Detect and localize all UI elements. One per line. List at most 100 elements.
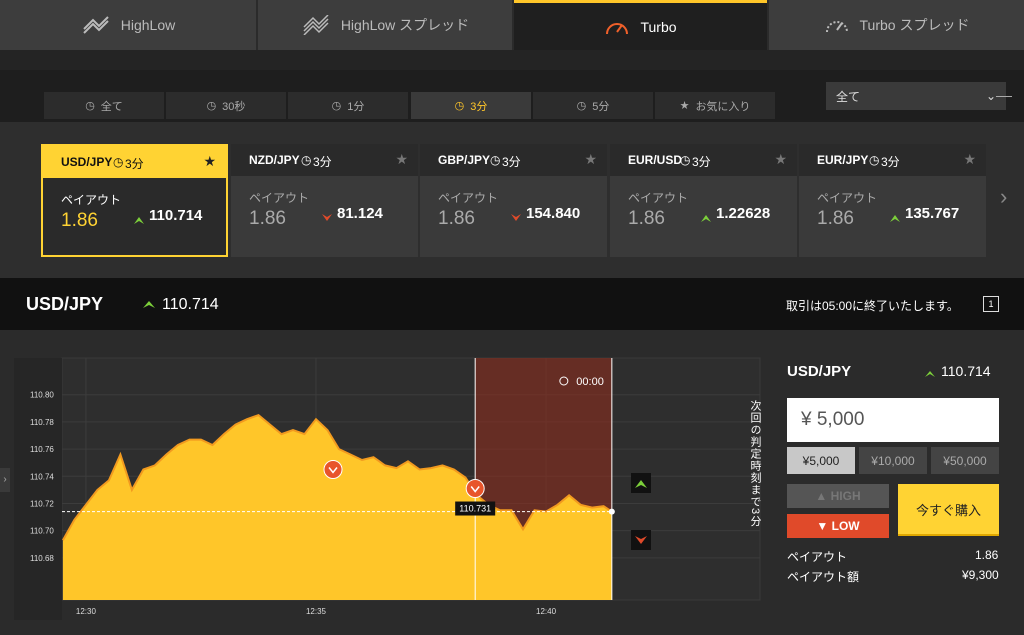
star: ★ [774,151,787,167]
duration: 3分 [692,155,711,169]
payout-label: ペイアウト [438,191,499,205]
order-price: 110.714 [941,363,991,379]
product-tab[interactable]: Turbo [514,0,767,50]
price-area [62,415,612,600]
tab-label: Turbo スプレッド [859,17,970,33]
time-tab[interactable]: ◷ 3分 [411,92,531,119]
countdown-clock [559,376,569,386]
x-tick-label: 12:30 [76,607,97,616]
next-judgement: 次回の判定時刻まで3分 [749,400,761,528]
price: 1.22628 [716,205,771,222]
chevron: ⌄ [985,89,996,103]
product-tab[interactable]: Turbo スプレッド [769,0,1024,50]
asset-card[interactable]: NZD/JPY 3分 ◷ ★ ペイアウト 1.86 81.124 [231,144,418,257]
product-tab[interactable]: HighLow [0,0,256,50]
notice: 取引は05:00に終了いたします。 [786,299,959,313]
direction-arrow [889,210,901,228]
side-toggle[interactable]: › [0,468,10,492]
y-tick-label: 110.68 [30,554,54,563]
asset-card[interactable]: EUR/USD 3分 ◷ ★ ペイアウト 1.86 1.22628 [610,144,797,257]
price: 81.124 [337,205,383,222]
spacer [0,50,1024,70]
tab-label: 5分 [592,100,610,113]
y-tick-label: 110.74 [30,472,54,481]
icon [83,16,109,34]
price-line [62,413,613,541]
time-tab[interactable]: ◷ 30秒 [166,92,286,119]
button-label: HIGH [830,489,861,503]
time-tab[interactable]: ★ お気に入り [655,92,775,119]
low-hint-arrow [635,536,647,544]
asset-card[interactable]: GBP/JPY 3分 ◷ ★ ペイアウト 1.86 154.840 [420,144,607,257]
clock-icon: ◷ [490,153,501,167]
icon [606,22,629,34]
duration: 3分 [125,157,144,171]
tab-label: 3分 [470,100,488,113]
amount-input[interactable]: ¥ 5,000 [787,398,999,442]
tab-label: 30秒 [222,100,246,113]
payout: 1.86 [61,210,98,231]
header-price: 110.714 [162,296,219,313]
minimize[interactable] [996,96,1012,97]
preset-button[interactable]: ¥10,000 [859,447,927,474]
x-tick-label: 12:40 [536,607,557,616]
card-header: GBP/JPY 3分 ◷ ★ [420,144,607,176]
low-button[interactable]: ▼ LOW [787,514,889,538]
duration: 3分 [502,155,521,169]
star: ★ [203,153,216,169]
direction-arrow [133,212,145,230]
asset-card[interactable]: USD/JPY 3分 ◷ ★ ペイアウト 1.86 110.714 [41,144,228,257]
entry-marker [465,479,485,499]
y-tick-label: 110.80 [30,391,54,400]
asset-name: EUR/USD [628,153,683,167]
marker-label: 110.731 [459,504,491,514]
product-tab[interactable]: HighLow スプレッド [258,0,512,50]
y-tick-label: 110.70 [30,527,54,536]
preset-button[interactable]: ¥5,000 [787,447,855,474]
asset-name: NZD/JPY [249,153,300,167]
price: 135.767 [905,205,960,222]
payout-label: ペイアウト [628,191,689,205]
tab-label: お気に入り [695,100,751,113]
payout-label: ペイアウト [61,193,122,207]
price: 154.840 [526,205,581,222]
clock-icon: ◷ [680,153,691,167]
up-arrow [925,371,935,377]
countdown: 00:00 [576,376,604,388]
axis-area [14,358,62,620]
header-pair: USD/JPY [26,294,104,314]
order-pair: USD/JPY [787,363,852,380]
duration: 3分 [313,155,332,169]
card-header: EUR/JPY 3分 ◷ ★ [799,144,986,176]
asset-card[interactable]: EUR/JPY 3分 ◷ ★ ペイアウト 1.86 135.767 [799,144,986,257]
icon [303,15,329,35]
high-button[interactable]: ▲ HIGH [787,484,889,508]
tab-label: Turbo [640,18,677,35]
time-tab[interactable]: ◷ 1分 [288,92,408,119]
preset-button[interactable]: ¥50,000 [931,447,999,474]
tab-label: 全て [100,100,123,113]
buy-button[interactable]: 今すぐ購入 [898,484,999,536]
y-tick-label: 110.78 [30,418,54,427]
high-hint-arrow [635,480,647,488]
marker-arrow [470,486,480,493]
marker-label-box [455,501,496,516]
filter-dropdown[interactable]: 全て ⌄ [826,82,1006,110]
star: ★ [584,151,597,167]
next-arrow[interactable]: › [1000,184,1008,209]
time-tab[interactable]: ◷ 全て [44,92,164,119]
payout-label: ペイアウト [787,550,848,564]
star: ★ [963,151,976,167]
layout-icon[interactable]: 1 [983,296,999,312]
clock-icon: ◷ [301,153,312,167]
payout: 1.86 [817,208,854,229]
payout: 1.86 [249,208,286,229]
button-label: LOW [831,519,860,533]
up-arrow [143,301,155,308]
time-tab[interactable]: ◷ 5分 [533,92,653,119]
direction-arrow [510,210,522,228]
current-price-dot [608,508,615,515]
card-header: USD/JPY 3分 ◷ ★ [43,146,226,178]
tab-label: HighLow スプレッド [340,17,470,33]
